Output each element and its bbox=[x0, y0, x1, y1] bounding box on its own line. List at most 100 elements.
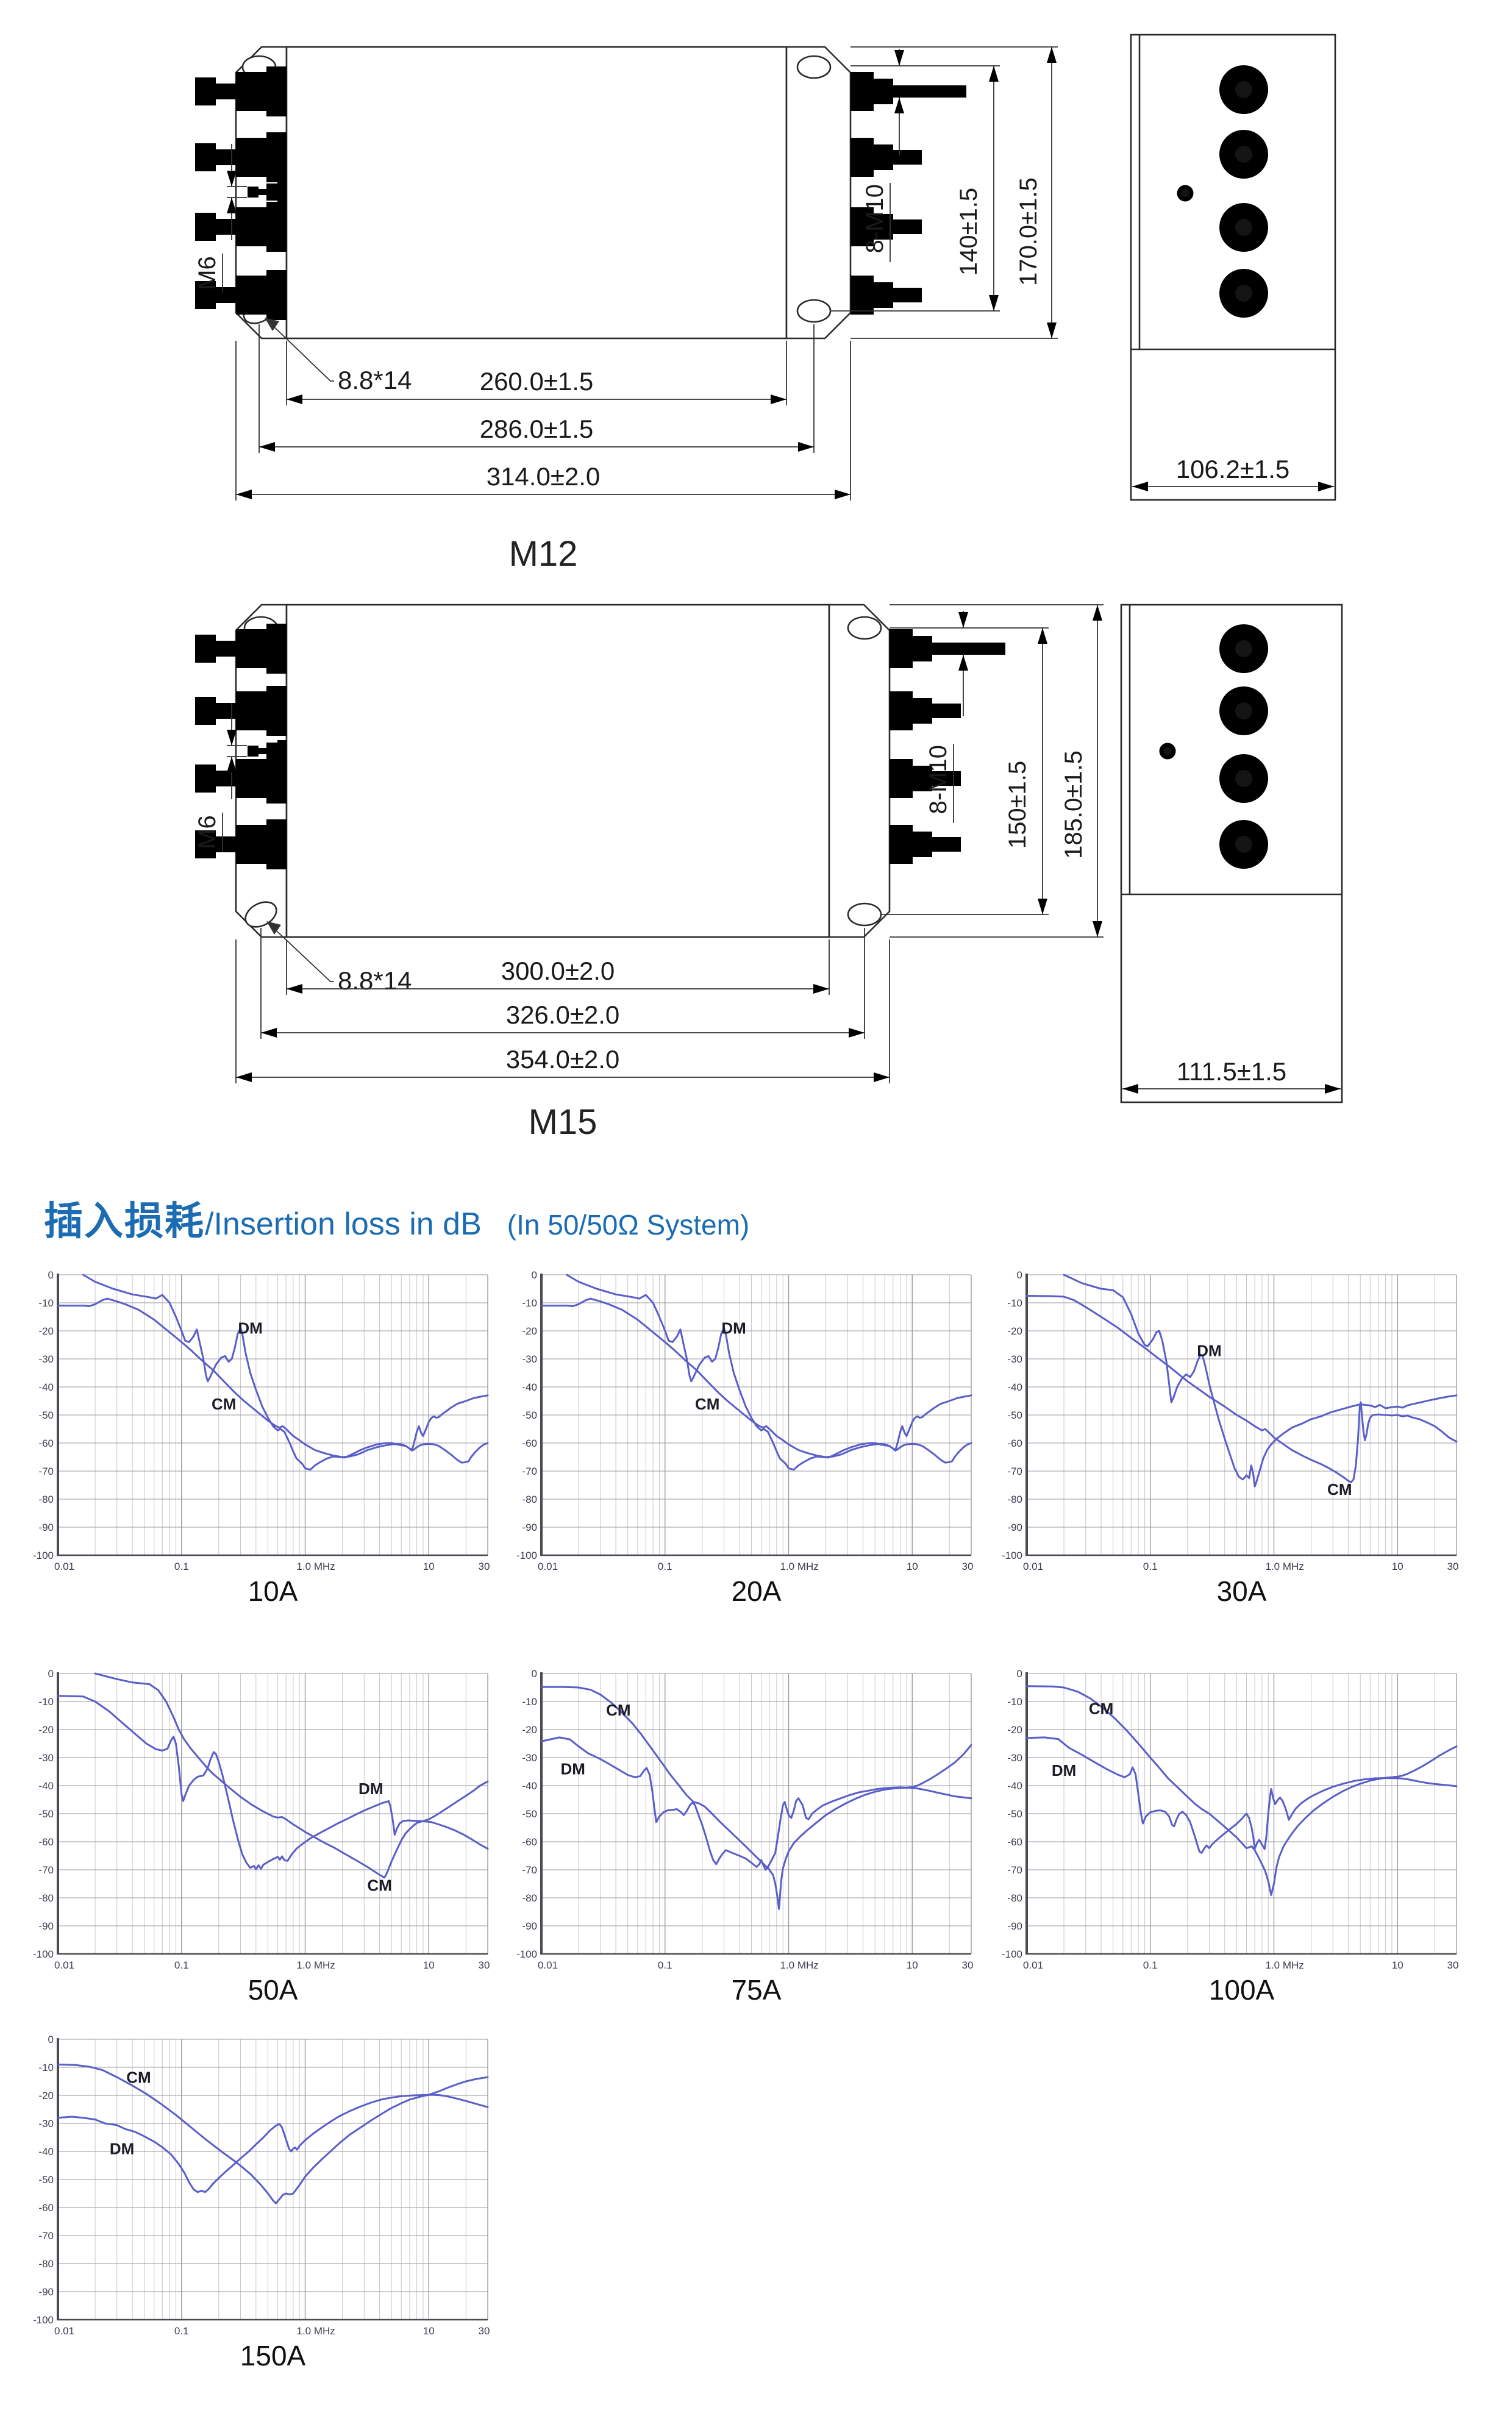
dimension-width-inner: 260.0±1.5 bbox=[480, 367, 594, 396]
section-title-en: /Insertion loss in dB bbox=[205, 1206, 482, 1242]
curve-dm bbox=[57, 1695, 489, 1870]
y-tick-label: -50 bbox=[38, 1410, 54, 1421]
y-tick-label: -10 bbox=[1007, 1696, 1022, 1708]
x-tick-label: 30 bbox=[479, 1561, 490, 1572]
y-tick-label: -30 bbox=[38, 1752, 54, 1764]
curve-dm bbox=[540, 1736, 972, 1871]
x-tick-label: 10 bbox=[907, 1561, 918, 1572]
y-tick-label: -20 bbox=[522, 1325, 537, 1337]
dimension-height-outer: 170.0±1.5 bbox=[1015, 177, 1042, 286]
m12-side-drawing: 106.2±1.5 bbox=[1130, 34, 1336, 501]
x-tick-label: 30 bbox=[1447, 1959, 1459, 1971]
mount-slot bbox=[244, 901, 277, 928]
x-tick-label: 1.0 MHz bbox=[1266, 1959, 1304, 1971]
y-tick-label: -70 bbox=[522, 1864, 537, 1876]
curve-label-dm: DM bbox=[238, 1319, 262, 1338]
y-tick-label: 0 bbox=[1017, 1670, 1022, 1680]
x-tick-label: 0.01 bbox=[1023, 1959, 1043, 1971]
y-tick-label: -30 bbox=[1007, 1353, 1022, 1365]
dimension-width-outer: 314.0±2.0 bbox=[487, 462, 601, 491]
y-tick-label: -100 bbox=[34, 2314, 54, 2326]
chart-caption: 30A bbox=[1217, 1575, 1267, 1607]
x-tick-label: 1.0 MHz bbox=[297, 1959, 335, 1971]
y-tick-label: -60 bbox=[1007, 1438, 1022, 1449]
x-tick-label: 1.0 MHz bbox=[297, 2325, 335, 2337]
chart-caption: 50A bbox=[248, 1974, 298, 2006]
m15-caption: M15 bbox=[529, 1102, 597, 1142]
curve-cm bbox=[57, 1297, 489, 1464]
m12-caption: M12 bbox=[509, 534, 578, 574]
y-tick-label: -70 bbox=[522, 1466, 537, 1477]
y-tick-label: -60 bbox=[1007, 1836, 1022, 1848]
x-tick-label: 1.0 MHz bbox=[780, 1561, 819, 1572]
curve-cm bbox=[94, 1672, 489, 1879]
y-tick-label: -50 bbox=[1007, 1410, 1022, 1421]
dimension-label-thread: 8-M10 bbox=[861, 183, 891, 262]
svg-text:8-M10: 8-M10 bbox=[861, 184, 888, 253]
curve-cm bbox=[540, 1297, 972, 1464]
x-tick-label: 0.1 bbox=[1143, 1959, 1158, 1971]
curve-label-cm: CM bbox=[606, 1701, 630, 1719]
y-tick-label: -40 bbox=[522, 1780, 537, 1792]
x-tick-label: 30 bbox=[1447, 1561, 1459, 1572]
y-tick-label: -70 bbox=[1007, 1466, 1022, 1477]
dimension-width-mid: 286.0±1.5 bbox=[480, 415, 594, 443]
y-tick-label: -80 bbox=[1007, 1892, 1022, 1904]
curve-label-cm: CM bbox=[1089, 1700, 1113, 1718]
chart-caption: 75A bbox=[732, 1974, 782, 2006]
y-tick-label: -50 bbox=[1007, 1808, 1022, 1820]
x-tick-label: 0.1 bbox=[1143, 1561, 1158, 1572]
y-tick-label: -70 bbox=[38, 1864, 54, 1876]
chart-caption: 10A bbox=[248, 1575, 298, 1607]
x-tick-label: 10 bbox=[423, 1561, 435, 1572]
x-tick-label: 0.01 bbox=[1023, 1561, 1043, 1572]
y-tick-label: -90 bbox=[38, 2286, 54, 2298]
curve-label-dm: DM bbox=[110, 2140, 134, 2158]
x-tick-label: 10 bbox=[423, 2325, 435, 2337]
svg-text:150±1.5: 150±1.5 bbox=[1004, 761, 1031, 849]
y-tick-label: 0 bbox=[1017, 1271, 1022, 1281]
svg-text:185.0±1.5: 185.0±1.5 bbox=[1060, 750, 1087, 859]
y-tick-label: -60 bbox=[522, 1836, 537, 1848]
y-tick-label: 0 bbox=[48, 1271, 54, 1281]
y-tick-label: -20 bbox=[1007, 1325, 1022, 1337]
insertion-loss-chart-30a: 0 -10 -20 -30 -40 -50 -60 -70 -80 -90 -100 0.01 0.1 1… bbox=[1002, 1269, 1472, 1619]
m12-front-drawing: M6 8.8*14 260.0±1.5 286.0±1.5 314.0±2.0 bbox=[194, 46, 1058, 574]
dimension-label-slot: 8.8*14 bbox=[338, 966, 412, 995]
curve-label-dm: DM bbox=[1052, 1761, 1076, 1780]
curve-label-dm: DM bbox=[721, 1319, 746, 1338]
y-tick-label: -90 bbox=[38, 1522, 54, 1533]
x-tick-label: 30 bbox=[962, 1959, 974, 1971]
curve-label-cm: CM bbox=[212, 1395, 236, 1413]
svg-text:8-M10: 8-M10 bbox=[925, 745, 952, 814]
curve-label-cm: CM bbox=[1327, 1480, 1352, 1499]
curve-dm bbox=[1063, 1274, 1458, 1488]
x-tick-label: 10 bbox=[1392, 1561, 1403, 1572]
m15-front-drawing: M6 8.8*14 300.0±2.0 326.0±2.0 354.0±2.0 bbox=[194, 604, 1104, 1142]
y-tick-label: -80 bbox=[522, 1892, 537, 1904]
y-tick-label: -20 bbox=[38, 2090, 54, 2101]
y-tick-label: 0 bbox=[48, 2036, 54, 2045]
y-tick-label: -90 bbox=[522, 1522, 537, 1533]
y-tick-label: -40 bbox=[38, 1381, 54, 1393]
dimension-height-inner: 140±1.5 bbox=[955, 188, 982, 276]
y-tick-label: 0 bbox=[48, 1670, 54, 1680]
dimension-label-slot: 8.8*14 bbox=[338, 366, 412, 394]
section-title-zh: 插入损耗 bbox=[44, 1199, 205, 1243]
x-tick-label: 0.01 bbox=[54, 2325, 74, 2337]
svg-text:170.0±1.5: 170.0±1.5 bbox=[1015, 177, 1042, 286]
x-tick-label: 0.1 bbox=[658, 1561, 672, 1572]
mount-slot bbox=[847, 902, 882, 927]
y-tick-label: -60 bbox=[38, 2202, 54, 2214]
x-tick-label: 0.01 bbox=[54, 1959, 74, 1971]
y-tick-label: -60 bbox=[38, 1438, 54, 1449]
dimension-width-outer: 354.0±2.0 bbox=[506, 1045, 620, 1074]
y-tick-label: -90 bbox=[38, 1920, 54, 1932]
y-tick-label: -10 bbox=[38, 1297, 54, 1309]
